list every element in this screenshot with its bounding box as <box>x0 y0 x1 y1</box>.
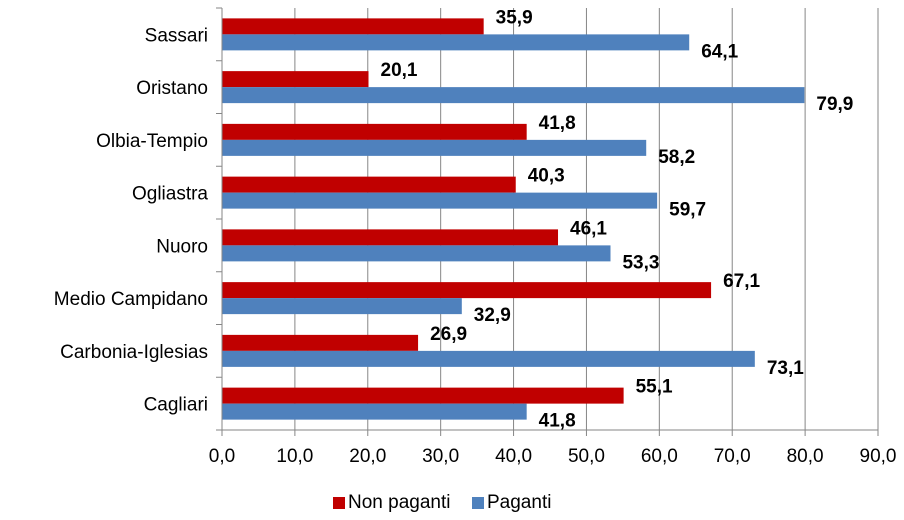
bar-paganti <box>222 192 658 209</box>
category-label: Nuoro <box>156 236 208 257</box>
category-label: Sassari <box>145 25 208 46</box>
x-tick-label: 40,0 <box>495 446 532 467</box>
bars <box>222 18 805 420</box>
bar-paganti <box>222 245 611 262</box>
axes: 0,0 10,0 20,0 30,0 40,0 50,0 60,0 70,0 80,0 90,0 S… <box>54 7 897 467</box>
bar-paganti <box>222 350 755 367</box>
data-label: 20,1 <box>381 60 418 81</box>
legend-label: Paganti <box>487 492 551 513</box>
bar-non-paganti <box>222 71 369 88</box>
data-label: 41,8 <box>539 113 576 134</box>
x-tick-label: 50,0 <box>568 446 605 467</box>
data-label: 35,9 <box>496 7 533 28</box>
bar-non-paganti <box>222 229 559 246</box>
x-tick-label: 10,0 <box>276 446 313 467</box>
x-tick-label: 0,0 <box>209 446 235 467</box>
x-tick-label: 60,0 <box>641 446 678 467</box>
data-label: 32,9 <box>474 305 511 326</box>
data-label: 79,9 <box>816 94 853 115</box>
bar-paganti <box>222 139 647 156</box>
legend-swatch <box>472 497 484 509</box>
category-label: Ogliastra <box>132 184 208 205</box>
x-tick-label: 20,0 <box>349 446 386 467</box>
category-label: Medio Campidano <box>54 289 208 310</box>
legend: Non paganti Paganti <box>333 492 551 513</box>
data-label: 46,1 <box>570 218 607 239</box>
data-label: 26,9 <box>430 324 467 345</box>
data-label: 58,2 <box>658 147 695 168</box>
bar-paganti <box>222 403 527 420</box>
bar-non-paganti <box>222 123 527 140</box>
bar-non-paganti <box>222 387 624 404</box>
category-label: Cagliari <box>144 395 208 416</box>
data-label: 40,3 <box>528 166 565 187</box>
data-label: 64,1 <box>701 41 738 62</box>
category-label: Oristano <box>136 78 208 99</box>
legend-swatch <box>333 497 345 509</box>
x-tick-label: 80,0 <box>787 446 824 467</box>
category-label: Olbia-Tempio <box>96 131 208 152</box>
x-tick-label: 30,0 <box>422 446 459 467</box>
category-label: Carbonia-Iglesias <box>60 342 208 363</box>
legend-label: Non paganti <box>348 492 450 513</box>
x-tick-label: 70,0 <box>714 446 751 467</box>
bar-non-paganti <box>222 18 484 35</box>
data-label: 73,1 <box>767 358 804 379</box>
bar-paganti <box>222 34 690 51</box>
bar-non-paganti <box>222 334 419 351</box>
data-label: 59,7 <box>669 200 706 221</box>
data-label: 55,1 <box>636 377 673 398</box>
data-labels: 35,9 64,1 20,1 79,9 41,8 58,2 40,3 59,7 46,1 53,3… <box>381 7 854 431</box>
bar-paganti <box>222 87 805 104</box>
x-tick-label: 90,0 <box>860 446 897 467</box>
bar-paganti <box>222 298 462 315</box>
data-label: 67,1 <box>723 271 760 292</box>
data-label: 53,3 <box>622 252 659 273</box>
data-label: 41,8 <box>539 411 576 432</box>
bar-non-paganti <box>222 282 712 299</box>
bar-non-paganti <box>222 176 516 193</box>
